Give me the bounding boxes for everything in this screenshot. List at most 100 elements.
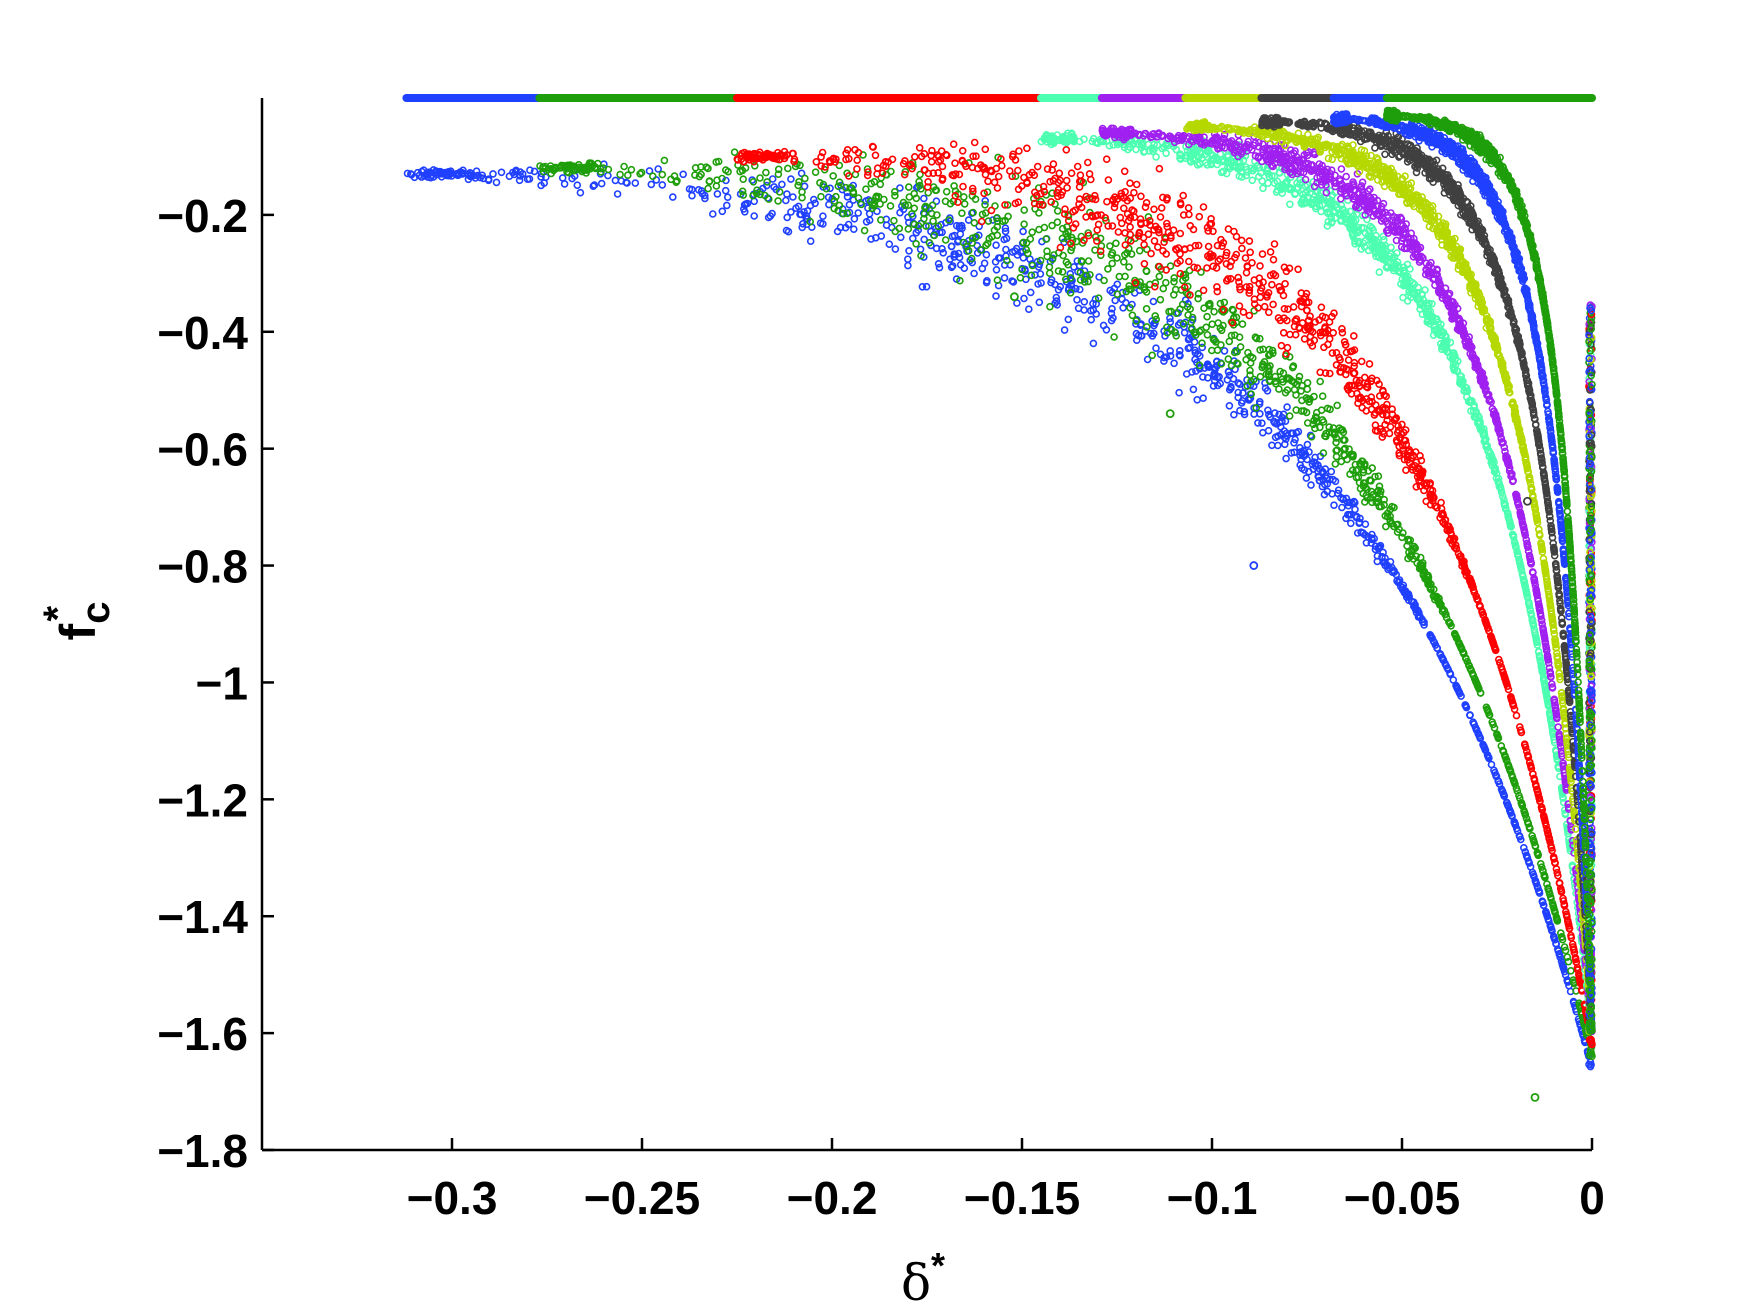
data-point [1344, 501, 1353, 510]
data-point [849, 225, 858, 233]
data-point [1329, 475, 1337, 484]
data-point [1113, 280, 1122, 289]
data-point [1224, 355, 1233, 363]
data-point [801, 174, 809, 183]
data-point [1499, 789, 1508, 798]
data-point [611, 176, 620, 185]
data-point [1219, 321, 1227, 330]
data-point [1125, 263, 1133, 271]
data-point [1285, 412, 1294, 420]
data-point [417, 173, 426, 181]
data-point [492, 178, 501, 187]
data-point [1282, 454, 1290, 463]
data-point [489, 170, 497, 178]
data-point [1076, 268, 1085, 277]
data-point [1476, 733, 1484, 742]
data-point [918, 282, 927, 291]
data-point [1287, 429, 1296, 438]
data-point [799, 220, 807, 228]
data-point [1547, 894, 1555, 903]
data-point [970, 138, 979, 147]
data-point [1365, 360, 1374, 368]
data-point [1521, 848, 1530, 856]
data-point [1067, 169, 1076, 177]
data-point [1199, 394, 1207, 403]
data-point [1011, 247, 1019, 255]
data-point [723, 193, 732, 201]
data-point [1132, 329, 1141, 338]
data-point [749, 178, 758, 186]
data-point [1314, 472, 1322, 481]
data-point [1402, 466, 1410, 475]
data-point [1361, 373, 1369, 382]
data-point [1271, 409, 1279, 417]
data-point [718, 207, 727, 216]
data-point [1031, 271, 1039, 279]
data-point [992, 265, 1001, 274]
data-point [787, 208, 795, 216]
data-point [764, 213, 773, 222]
data-point [406, 170, 415, 178]
data-point [525, 175, 534, 183]
data-point [648, 172, 657, 180]
data-point [1283, 343, 1292, 352]
data-point [950, 250, 959, 258]
data-point [1279, 328, 1288, 337]
data-point [1355, 519, 1363, 528]
data-point [947, 263, 956, 272]
data-point [1220, 298, 1229, 307]
data-point [1110, 333, 1118, 341]
data-point [1466, 711, 1474, 719]
data-point [1317, 303, 1326, 312]
data-point [774, 197, 782, 205]
data-point [1350, 332, 1358, 340]
data-point [1416, 612, 1424, 621]
data-point [981, 170, 990, 179]
data-point [1140, 259, 1149, 268]
data-point [824, 193, 833, 202]
data-point [1149, 297, 1158, 306]
data-point [613, 190, 622, 198]
data-point [1252, 334, 1261, 343]
data-point [806, 217, 815, 226]
data-point [1472, 725, 1481, 734]
data-point [1294, 376, 1303, 385]
data-point [1543, 911, 1551, 919]
data-point [1347, 519, 1355, 528]
data-point [844, 220, 853, 229]
data-point [1170, 359, 1178, 368]
data-point [1159, 284, 1168, 293]
data-point [1028, 228, 1036, 236]
data-point [688, 191, 696, 200]
data-point [854, 209, 863, 217]
data-point [1303, 455, 1311, 464]
data-point [1260, 302, 1269, 311]
data-point [560, 180, 569, 188]
data-point [1049, 160, 1058, 168]
data-point [705, 177, 714, 186]
data-point [969, 208, 977, 217]
data-point [658, 170, 667, 179]
data-point [1208, 320, 1216, 329]
data-point [1052, 293, 1061, 302]
data-point [1166, 347, 1174, 355]
data-point [1147, 329, 1155, 338]
data-point [1166, 352, 1175, 360]
data-point [853, 156, 862, 164]
data-point [904, 183, 913, 191]
data-point [1128, 311, 1137, 320]
data-point [1194, 349, 1202, 358]
data-point [1538, 863, 1546, 872]
data-point [1375, 268, 1384, 277]
data-point [1248, 176, 1257, 185]
data-point [1283, 403, 1291, 411]
data-point [1240, 407, 1249, 416]
data-point [1256, 409, 1264, 418]
data-point [597, 179, 606, 188]
data-point [1005, 167, 1014, 175]
data-point [919, 194, 928, 203]
data-point [950, 231, 959, 240]
data-point [862, 185, 870, 193]
data-point [497, 168, 506, 177]
data-point [876, 216, 885, 224]
